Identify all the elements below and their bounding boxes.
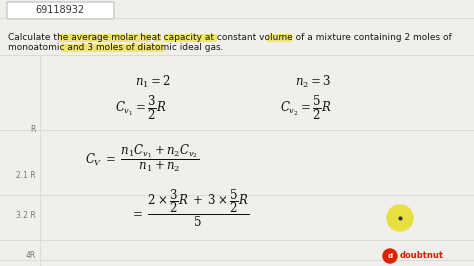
Bar [267, 34, 292, 42]
Text: R: R [31, 126, 36, 135]
Text: 4R: 4R [26, 251, 36, 260]
Bar [164, 34, 218, 42]
FancyBboxPatch shape [7, 2, 114, 19]
Text: d: d [387, 253, 392, 259]
Text: $C_V \;=\; \dfrac{n_1 C_{v_1} + n_2 C_{v_2}}{n_1 + n_2}$: $C_V \;=\; \dfrac{n_1 C_{v_1} + n_2 C_{v… [85, 142, 199, 174]
Text: doubtnut: doubtnut [400, 251, 444, 260]
Text: $=\; \dfrac{2 \times \dfrac{3}{2}R \;+\; 3 \times \dfrac{5}{2}R}{5}$: $=\; \dfrac{2 \times \dfrac{3}{2}R \;+\;… [130, 187, 249, 229]
Text: $n_1 = 2$: $n_1 = 2$ [135, 74, 171, 90]
Bar [61, 44, 164, 52]
Text: 3.2 R: 3.2 R [16, 210, 36, 219]
Bar [154, 34, 161, 42]
Circle shape [387, 205, 413, 231]
Text: monoatomic and 3 moles of diatomic ideal gas.: monoatomic and 3 moles of diatomic ideal… [8, 43, 224, 52]
Text: $n_2 = 3$: $n_2 = 3$ [295, 74, 331, 90]
Text: $C_{v_2} = \dfrac{5}{2}R$: $C_{v_2} = \dfrac{5}{2}R$ [280, 94, 332, 122]
Bar [58, 34, 150, 42]
Text: $C_{v_1} = \dfrac{3}{2}R$: $C_{v_1} = \dfrac{3}{2}R$ [115, 94, 166, 122]
Text: 69118932: 69118932 [36, 5, 84, 15]
Text: Calculate the average molar heat capacity at constant volume of a mixture contai: Calculate the average molar heat capacit… [8, 32, 452, 41]
Text: 2.1 R: 2.1 R [17, 171, 36, 180]
Circle shape [383, 249, 397, 263]
